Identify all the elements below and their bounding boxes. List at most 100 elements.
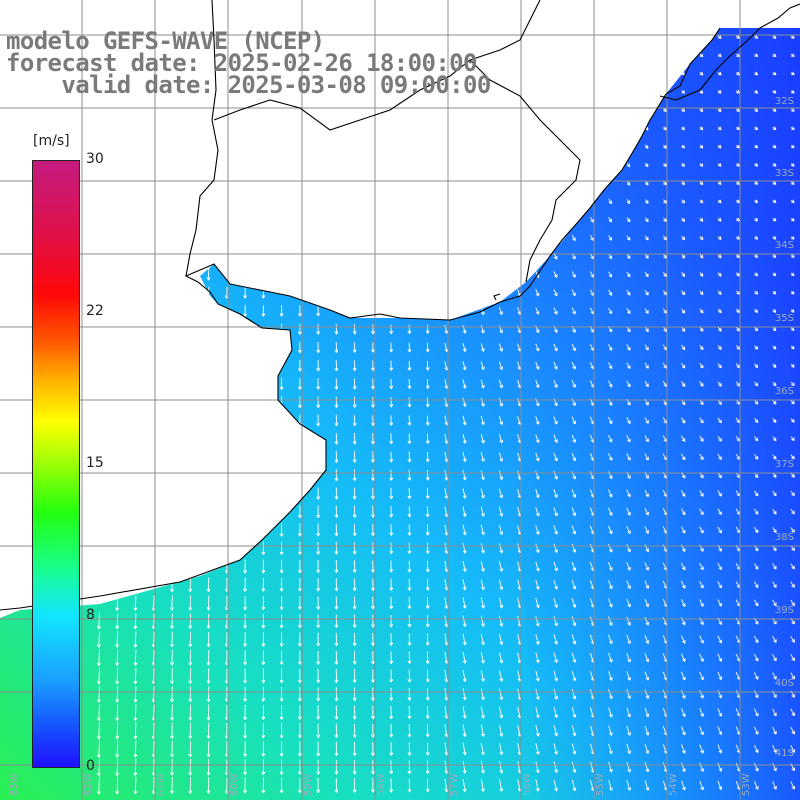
wind-arrow-head — [754, 291, 759, 295]
wind-arrow-head — [371, 404, 375, 408]
wind-arrow-head — [462, 476, 467, 481]
wind-arrow — [735, 526, 741, 533]
wind-arrow-head — [699, 163, 704, 167]
wind-arrow — [608, 543, 613, 553]
wind-arrow — [681, 435, 686, 442]
wind-arrow-head — [407, 330, 412, 334]
wind-arrow-head — [170, 643, 174, 648]
wind-arrow-head — [554, 641, 558, 645]
wind-arrow-head — [590, 273, 594, 278]
wind-arrow — [753, 654, 759, 662]
wind-arrow — [589, 453, 594, 461]
wind-arrow-head — [663, 126, 667, 131]
wind-arrow-head — [627, 420, 631, 424]
wind-arrow — [662, 489, 667, 497]
wind-arrow-head — [773, 529, 777, 533]
wind-arrow-head — [462, 586, 467, 591]
wind-arrow-head — [407, 550, 412, 554]
wind-arrow-head — [699, 328, 704, 332]
wind-arrow — [717, 780, 722, 790]
wind-arrow-head — [279, 331, 284, 335]
wind-arrow-head — [645, 548, 649, 553]
wind-arrow-head — [754, 584, 759, 589]
wind-arrow-head — [663, 255, 667, 259]
wind-arrow-head — [243, 588, 248, 592]
wind-arrow-head — [371, 550, 375, 555]
wind-arrow — [626, 562, 631, 571]
wind-arrow-head — [609, 732, 613, 736]
wind-arrow — [553, 470, 558, 480]
wind-arrow — [608, 380, 613, 388]
wind-arrow-head — [535, 366, 540, 370]
wind-arrow — [535, 343, 539, 352]
wind-arrow-head — [790, 236, 795, 240]
wind-arrow — [480, 324, 485, 334]
wind-arrow — [626, 689, 631, 699]
wind-arrow — [571, 271, 576, 278]
wind-arrow-head — [499, 439, 504, 444]
wind-arrow-head — [371, 385, 375, 390]
wind-arrow — [553, 761, 558, 773]
wind-arrow — [444, 579, 448, 591]
wind-arrow — [462, 343, 466, 352]
wind-arrow-head — [499, 696, 504, 700]
wind-arrow-head — [316, 551, 321, 555]
wind-arrow-head — [188, 772, 193, 776]
wind-arrow-head — [699, 126, 704, 131]
lon-label: 57W — [449, 773, 460, 796]
wind-arrow-head — [371, 514, 375, 518]
wind-arrow — [498, 397, 503, 407]
wind-arrow-head — [645, 768, 650, 773]
wind-arrow — [134, 631, 137, 648]
wind-arrow — [498, 597, 503, 609]
wind-arrow-head — [626, 181, 631, 186]
wind-arrow — [480, 561, 485, 572]
wind-arrow-head — [499, 678, 504, 682]
wind-arrow — [462, 361, 466, 371]
wind-arrow-head — [481, 659, 485, 664]
wind-arrow-head — [352, 441, 357, 445]
wind-arrow-head — [717, 71, 722, 76]
wind-arrow — [717, 671, 722, 680]
wind-arrow — [444, 524, 448, 536]
wind-arrow — [644, 380, 649, 387]
wind-arrow — [644, 725, 649, 736]
wind-arrow-head — [407, 789, 412, 793]
wind-arrow-head — [499, 513, 504, 517]
wind-arrow-head — [663, 346, 667, 351]
wind-arrow — [662, 308, 667, 314]
wind-arrow-head — [718, 437, 722, 442]
wind-arrow-head — [499, 329, 503, 334]
wind-arrow-head — [627, 640, 631, 645]
wind-arrow-head — [334, 459, 339, 463]
wind-arrow-head — [700, 768, 704, 772]
wind-arrow — [462, 724, 466, 737]
wind-arrow-head — [316, 643, 321, 647]
wind-arrow-head — [736, 291, 740, 295]
wind-arrow-head — [626, 200, 631, 204]
wind-arrow — [790, 636, 795, 643]
wind-arrow-head — [773, 492, 777, 497]
wind-arrow-head — [96, 772, 101, 776]
wind-arrow-head — [736, 327, 740, 332]
wind-arrow-head — [407, 348, 412, 353]
wind-arrow-head — [371, 752, 375, 756]
wind-arrow — [644, 453, 649, 461]
wind-arrow — [626, 362, 631, 369]
wind-arrow-head — [699, 273, 704, 277]
wind-arrow-head — [645, 750, 650, 754]
wind-arrow-head — [554, 787, 558, 792]
wind-arrow — [608, 307, 613, 314]
wind-arrow-head — [206, 698, 211, 703]
wind-arrow-head — [170, 698, 174, 703]
lon-label: 59W — [303, 773, 314, 796]
wind-arrow-head — [718, 327, 722, 332]
wind-arrow-head — [736, 272, 740, 277]
wind-arrow — [462, 779, 466, 792]
wind-arrow — [754, 781, 759, 790]
wind-arrow-head — [718, 548, 722, 552]
wind-arrow — [644, 762, 649, 773]
wind-arrow-head — [115, 699, 120, 703]
wind-arrow-head — [279, 569, 284, 574]
